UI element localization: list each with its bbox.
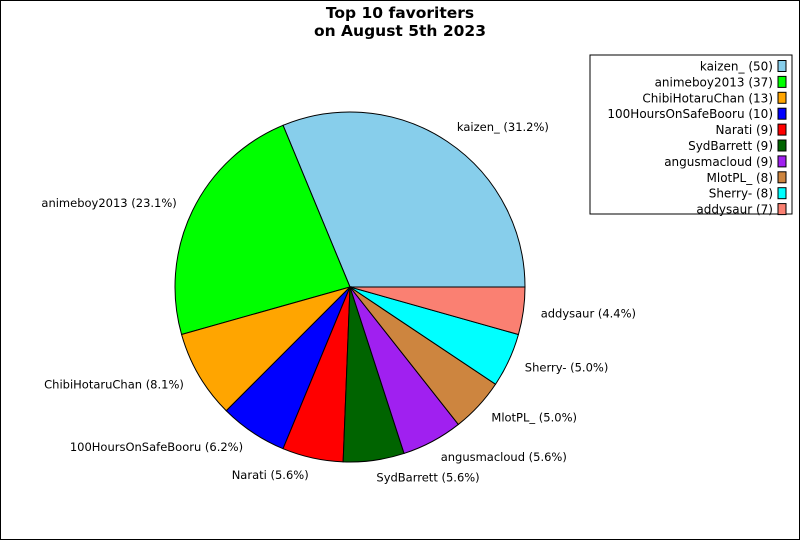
legend-label-chibihotaruchan: ChibiHotaruChan (13) xyxy=(642,91,773,105)
legend-swatch-100hoursonsafebooru xyxy=(777,107,787,120)
legend-swatch-addysaur xyxy=(777,203,787,216)
legend-swatch-chibihotaruchan xyxy=(777,91,787,104)
legend-label-100hoursonsafebooru: 100HoursOnSafeBooru (10) xyxy=(607,107,773,121)
slice-label-animeboy2013: animeboy2013 (23.1%) xyxy=(41,196,176,210)
legend-swatch-narati xyxy=(777,123,787,136)
legend-label-mlotpl: MlotPL_ (8) xyxy=(707,171,773,185)
chart-title-line-1: Top 10 favoriters xyxy=(326,4,474,22)
legend-swatch-kaizen xyxy=(777,60,787,72)
legend-label-angusmacloud: angusmacloud (9) xyxy=(664,155,773,169)
pie-slices xyxy=(174,111,526,463)
legend-box xyxy=(589,54,793,215)
slice-label-chibihotaruchan: ChibiHotaruChan (8.1%) xyxy=(44,377,184,391)
pie-slice-addysaur xyxy=(349,286,526,336)
legend-label-narati: Narati (9) xyxy=(716,123,773,137)
slice-label-addysaur: addysaur (4.4%) xyxy=(541,306,636,320)
chart-title-line-2: on August 5th 2023 xyxy=(314,22,486,40)
legend-label-sherry: Sherry- (8) xyxy=(709,187,773,201)
legend-swatch-sydbarrett xyxy=(777,139,787,152)
pie-slice-chibihotaruchan xyxy=(180,285,352,412)
slice-label-kaizen: kaizen_ (31.2%) xyxy=(457,120,549,134)
slice-label-narati: Narati (5.6%) xyxy=(232,468,309,482)
legend-label-animeboy2013: animeboy2013 (37) xyxy=(655,75,773,89)
legend-label-sydbarrett: SydBarrett (9) xyxy=(688,139,773,153)
legend-label-addysaur: addysaur (7) xyxy=(696,203,773,217)
slice-labels: kaizen_ (31.2%) animeboy2013 (23.1%) Chibi… xyxy=(41,120,636,485)
legend-swatch-animeboy2013 xyxy=(777,75,787,88)
pie-slice-kaizen xyxy=(282,111,526,288)
slice-label-100hoursonsafebooru: 100HoursOnSafeBooru (6.2%) xyxy=(70,440,243,454)
legend: kaizen_ (50)animeboy2013 (37) ChibiHotaru… xyxy=(589,54,793,217)
slice-label-angusmacloud: angusmacloud (5.6%) xyxy=(441,450,567,464)
legend-swatch-sherry xyxy=(777,187,787,200)
slice-label-mlotpl: MlotPL_ (5.0%) xyxy=(491,411,577,425)
legend-swatch-angusmacloud xyxy=(777,155,787,168)
chart-title-group: Top 10 favoriters on August 5th 2023 xyxy=(314,4,486,40)
pie-slice-animeboy2013 xyxy=(174,124,351,336)
slice-label-sydbarrett: SydBarrett (5.6%) xyxy=(376,471,479,485)
legend-swatch-mlotpl xyxy=(777,171,787,184)
slice-label-sherry: Sherry- (5.0%) xyxy=(525,361,609,375)
legend-label-kaizen: kaizen_ (50) xyxy=(700,60,773,74)
